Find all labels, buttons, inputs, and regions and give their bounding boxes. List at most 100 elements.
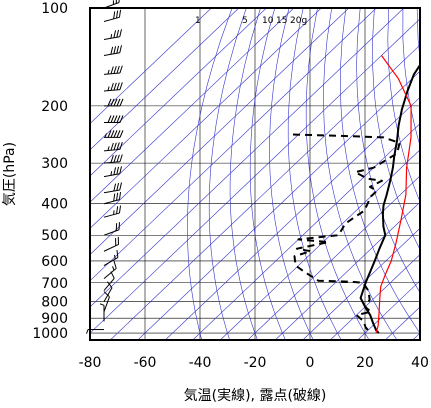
wind-barb-flag xyxy=(113,82,117,91)
dry-adiabat-line xyxy=(269,8,314,340)
wind-barb-flag xyxy=(110,115,115,123)
wind-barb-flag xyxy=(116,192,119,201)
dry-adiabat-line xyxy=(287,8,342,340)
wind-barb-staff xyxy=(103,89,120,92)
wind-barb xyxy=(103,191,122,205)
wind-barb xyxy=(104,98,124,107)
wind-barb-flag xyxy=(113,167,117,175)
y-tick-label: 1000 xyxy=(32,326,68,342)
wind-barb xyxy=(103,82,123,92)
dry-adiabat-line xyxy=(356,8,420,294)
wind-barb-flag xyxy=(113,66,117,74)
wind-barb-flag xyxy=(113,30,117,38)
wind-barb-flag xyxy=(113,210,115,215)
wind-barb-flag xyxy=(119,98,124,107)
x-tick-label: 40 xyxy=(411,355,429,371)
wind-barb-flag xyxy=(116,82,120,91)
wind-barb xyxy=(104,130,124,138)
wind-barb-flag xyxy=(110,155,114,163)
wind-barb-flag xyxy=(118,0,120,3)
wind-barb xyxy=(103,182,122,194)
wind-barb-flag xyxy=(119,142,123,150)
wind-barb-flag xyxy=(119,115,124,123)
plot-frame xyxy=(89,7,421,341)
isotherm-line xyxy=(90,8,240,151)
wind-barb-staff xyxy=(103,36,120,40)
x-tick-label: 20 xyxy=(356,355,374,371)
x-tick-label: -40 xyxy=(189,355,212,371)
wind-barb-staff xyxy=(103,148,120,152)
wind-barb-staff xyxy=(103,244,119,252)
isotherm-line xyxy=(275,201,420,340)
wind-barb xyxy=(103,29,122,40)
x-tick-label: -80 xyxy=(79,355,102,371)
wind-barb xyxy=(103,154,123,164)
wind-barb-flag xyxy=(107,69,110,75)
isotherm-line xyxy=(137,70,420,340)
wind-barb-flag xyxy=(113,130,118,138)
wind-barb-flag xyxy=(113,183,117,192)
wind-barb xyxy=(103,236,120,252)
dry-adiabat-line xyxy=(305,8,370,340)
wind-barb-flag xyxy=(115,0,118,4)
wind-barb-flag xyxy=(119,182,122,191)
wind-barb xyxy=(103,0,120,9)
wind-barb-flag xyxy=(110,33,113,39)
isotherm-line xyxy=(90,8,212,125)
wind-barb xyxy=(103,142,123,152)
wind-barb xyxy=(103,260,117,280)
isotherm-line xyxy=(330,254,420,340)
wind-barb-staff xyxy=(103,212,120,218)
wind-barb-flag xyxy=(86,329,89,334)
wind-barb-flag xyxy=(110,46,114,55)
y-tick-label: 300 xyxy=(41,156,68,172)
wind-barb xyxy=(103,291,110,312)
dry-adiabat-line xyxy=(229,8,261,340)
wind-barb-flag xyxy=(113,142,117,151)
wind-barb-flag xyxy=(112,0,114,5)
wind-barb xyxy=(103,281,113,302)
wind-barb xyxy=(103,205,122,218)
wind-barb xyxy=(103,9,122,22)
wind-barb-flag xyxy=(116,45,120,54)
wind-barb-staff xyxy=(103,199,120,205)
dry-adiabat-line xyxy=(402,8,420,147)
y-tick-label: 200 xyxy=(41,99,68,115)
wind-barb-flag xyxy=(116,65,120,74)
dry-adiabat-line xyxy=(387,8,420,203)
wind-barb-flag xyxy=(107,115,112,123)
x-axis-label: 気温(実線), 露点(破線) xyxy=(184,388,327,404)
grid xyxy=(89,7,421,340)
wind-barb-flag xyxy=(119,166,122,174)
wind-barb-flag xyxy=(116,115,121,123)
isotherm-line xyxy=(90,8,405,308)
isotherm-line xyxy=(357,280,420,340)
wind-barb-flag xyxy=(114,254,116,260)
wind-barb-flag xyxy=(103,291,110,298)
x-tick-label: -20 xyxy=(244,355,267,371)
wind-barb xyxy=(103,166,122,178)
wind-barb-flag xyxy=(107,86,110,91)
wind-barb-flag xyxy=(119,65,123,74)
isotherm-line xyxy=(90,8,350,255)
wind-barb-flag xyxy=(110,130,115,138)
wind-barb-flag xyxy=(107,281,113,289)
wind-barb xyxy=(103,222,120,236)
wind-barb-flag xyxy=(112,266,115,271)
y-tick-label: 700 xyxy=(41,276,68,292)
wind-barb-flag xyxy=(116,29,120,38)
mixing-ratio-label: 1 xyxy=(195,16,201,26)
wind-barb-flag xyxy=(99,303,105,306)
wind-barb-staff xyxy=(103,287,113,302)
isotherm-line xyxy=(192,123,420,340)
y-tick-label: 100 xyxy=(41,1,68,17)
mixing-ratio-label: 5 xyxy=(242,16,248,26)
wind-barb-flag xyxy=(116,130,121,138)
wind-barb-flag xyxy=(119,45,122,53)
wind-barb-flag xyxy=(116,98,121,107)
wind-barb-flag xyxy=(110,66,114,74)
wind-barb-staff xyxy=(103,52,120,57)
y-axis-label: 気圧(hPa) xyxy=(2,142,18,206)
